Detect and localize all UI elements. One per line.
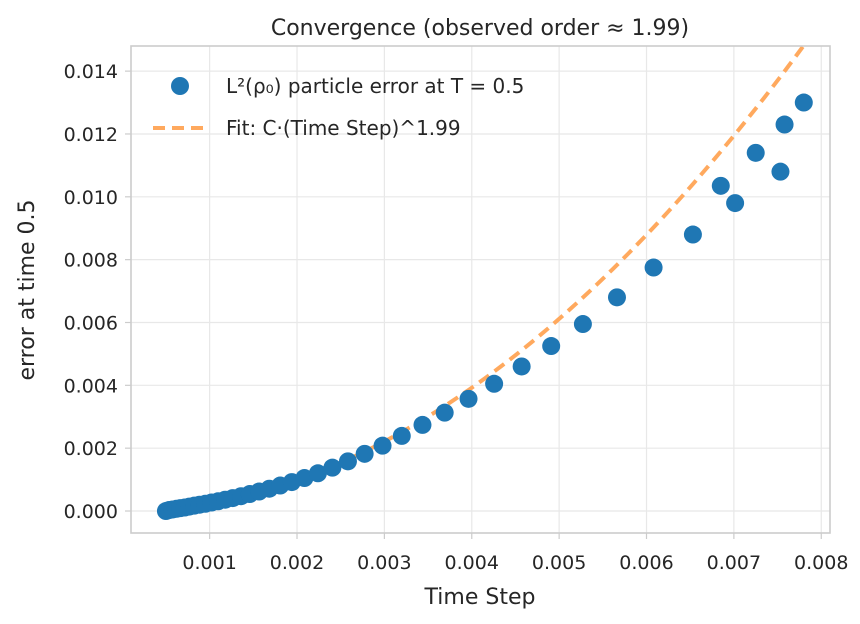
y-tick-label: 0.014 xyxy=(64,61,118,83)
data-point xyxy=(607,288,626,307)
x-axis-title: Time Step xyxy=(424,585,536,610)
data-point xyxy=(771,162,790,181)
y-tick-label: 0.002 xyxy=(64,438,118,460)
data-point xyxy=(485,374,504,393)
data-point xyxy=(338,452,357,471)
chart-title: Convergence (observed order ≈ 1.99) xyxy=(271,16,689,41)
data-point xyxy=(683,225,702,244)
x-tick-label: 0.003 xyxy=(357,552,411,574)
x-tick-label: 0.002 xyxy=(270,552,324,574)
legend-label-fit: Fit: C·(Time Step)^1.99 xyxy=(226,116,461,140)
legend-marker-scatter xyxy=(171,77,189,95)
data-point xyxy=(726,194,745,213)
y-tick-label: 0.008 xyxy=(64,250,118,272)
data-point xyxy=(512,357,531,376)
data-point xyxy=(435,403,454,422)
y-axis-title: error at time 0.5 xyxy=(15,199,40,380)
x-tick-label: 0.004 xyxy=(445,552,499,574)
data-point xyxy=(794,93,813,112)
legend: L²(ρ₀) particle error at T = 0.5 Fit: C·… xyxy=(153,74,524,140)
data-point xyxy=(573,315,592,334)
data-point xyxy=(542,337,561,356)
ticks: 0.001 0.002 0.003 0.004 0.005 0.006 0.007 0.008… xyxy=(64,61,849,574)
data-point xyxy=(323,458,342,477)
y-tick-label: 0.012 xyxy=(64,124,118,146)
y-tick-label: 0.006 xyxy=(64,312,118,334)
y-tick-label: 0.000 xyxy=(64,501,118,523)
data-point xyxy=(775,115,794,134)
x-tick-label: 0.006 xyxy=(619,552,673,574)
x-tick-label: 0.005 xyxy=(532,552,586,574)
data-point xyxy=(413,415,432,434)
y-tick-label: 0.004 xyxy=(64,375,118,397)
x-tick-label: 0.007 xyxy=(707,552,761,574)
data-point xyxy=(746,143,765,162)
fit-line xyxy=(165,44,806,512)
x-tick-label: 0.001 xyxy=(182,552,236,574)
points-layer xyxy=(156,93,813,521)
grid xyxy=(131,46,830,533)
data-point xyxy=(392,426,411,445)
fit-layer xyxy=(165,44,806,512)
y-tick-label: 0.010 xyxy=(64,187,118,209)
data-point xyxy=(355,444,374,463)
data-point xyxy=(711,176,730,195)
plot-frame xyxy=(130,45,831,534)
data-point xyxy=(459,389,478,408)
legend-label-scatter: L²(ρ₀) particle error at T = 0.5 xyxy=(226,74,524,98)
x-tick-label: 0.008 xyxy=(794,552,848,574)
data-point xyxy=(308,464,327,483)
data-point xyxy=(644,258,663,277)
data-point xyxy=(373,436,392,455)
